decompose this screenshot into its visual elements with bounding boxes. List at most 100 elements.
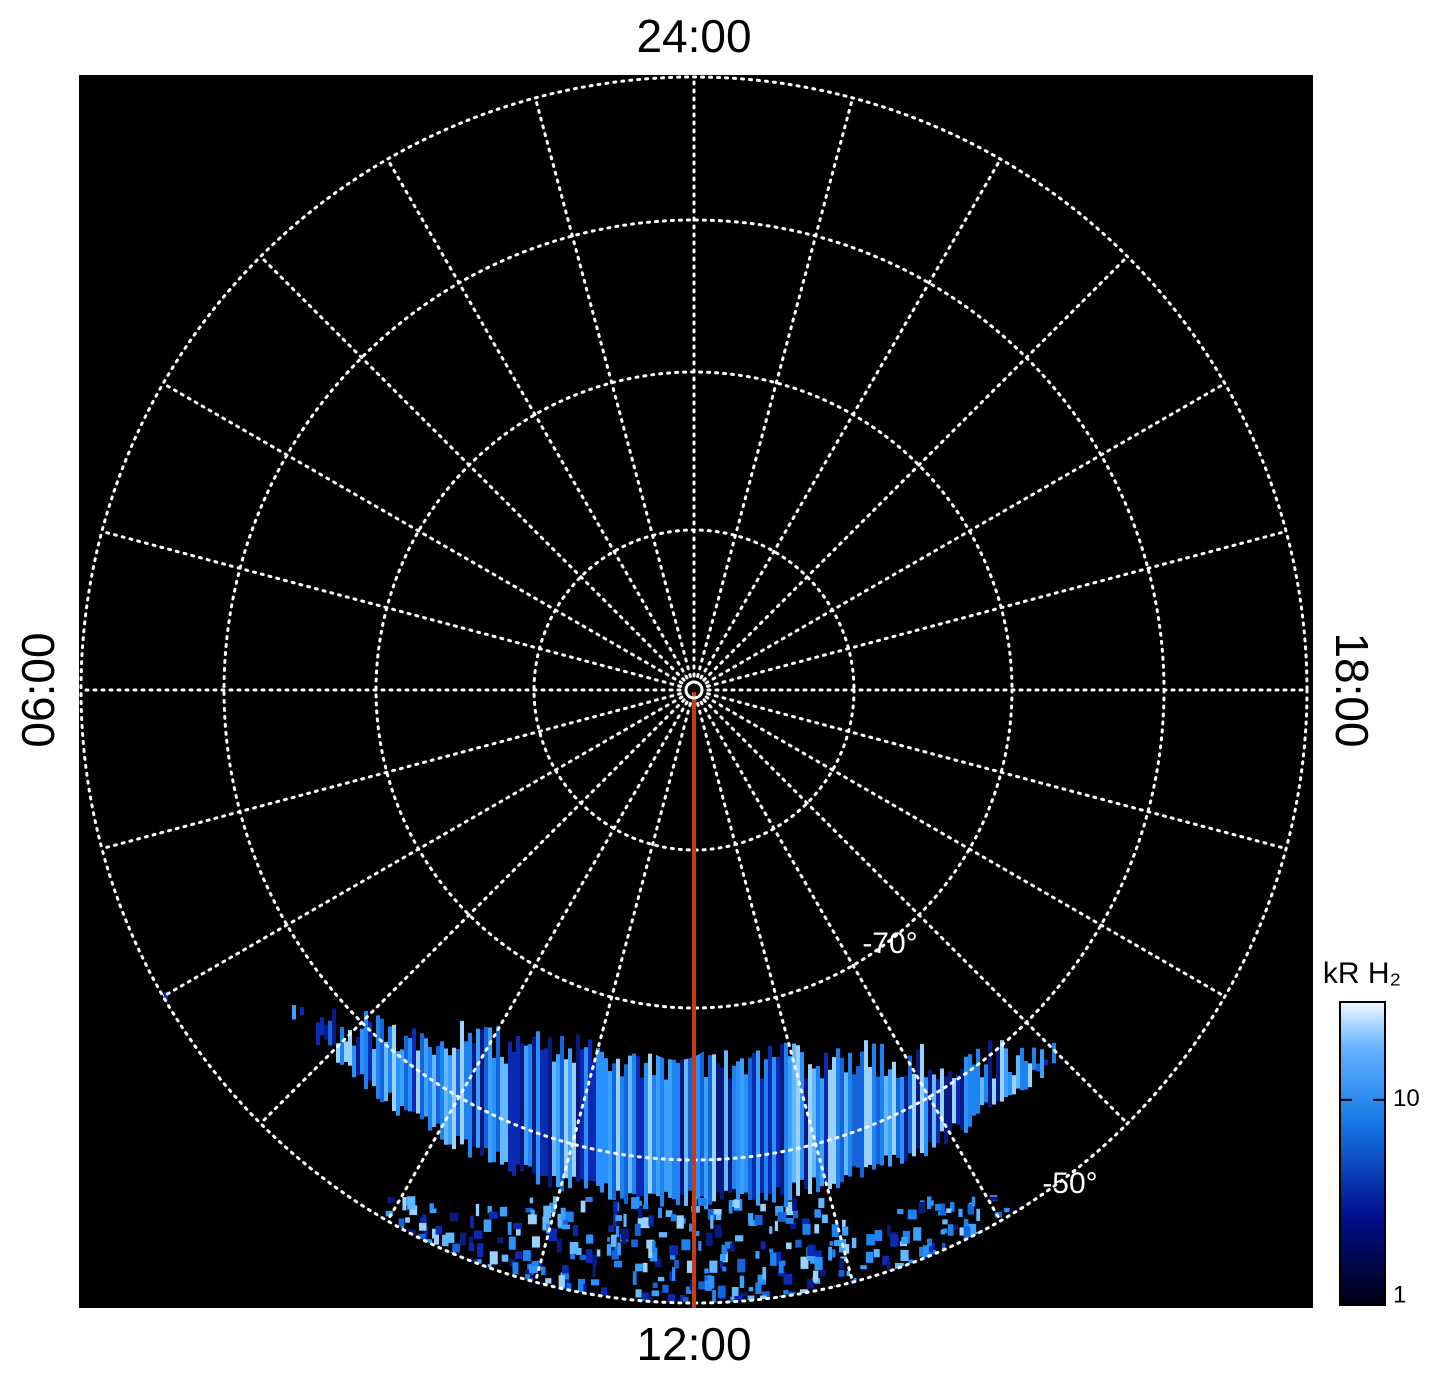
aurora-strip	[1032, 1047, 1036, 1070]
aurora-speck	[487, 1205, 492, 1214]
aurora-speck	[468, 1236, 474, 1245]
aurora-strip	[644, 1062, 648, 1207]
aurora-speck	[821, 1214, 828, 1223]
pole-marker	[684, 680, 704, 700]
aurora-speck	[409, 1205, 418, 1216]
aurora-strip	[524, 1045, 528, 1165]
aurora-speck	[606, 1244, 612, 1256]
aurora-speck	[887, 1224, 891, 1237]
aurora-speck	[686, 1260, 695, 1273]
aurora-strip	[832, 1057, 836, 1184]
aurora-speck	[419, 1217, 427, 1227]
local-time-meridian	[706, 529, 1288, 688]
aurora-strip	[1016, 1055, 1020, 1089]
aurora-strip	[836, 1048, 840, 1189]
aurora-strip	[668, 1046, 672, 1198]
aurora-strip	[516, 1035, 520, 1165]
aurora-strip	[488, 1027, 492, 1163]
aurora-speck	[648, 1215, 654, 1227]
aurora-speck	[959, 1227, 966, 1236]
aurora-strip	[1000, 1040, 1004, 1102]
aurora-speck	[565, 1211, 574, 1223]
aurora-speck	[534, 1260, 544, 1271]
aurora-speck	[724, 1241, 733, 1249]
aurora-gap	[632, 970, 722, 1060]
aurora-speck	[748, 1287, 754, 1292]
aurora-strip	[700, 1046, 704, 1197]
aurora-speck	[967, 1203, 975, 1215]
aurora-speck	[728, 1200, 733, 1214]
aurora-speck	[641, 1217, 650, 1229]
aurora-speck	[581, 1307, 587, 1315]
aurora-speck	[548, 1228, 557, 1242]
aurora-strip	[1052, 1042, 1056, 1064]
aurora-strip	[444, 1048, 448, 1145]
aurora-speck	[657, 1207, 662, 1219]
aurora-speck	[755, 1282, 762, 1295]
local-time-meridian	[386, 700, 689, 1223]
aurora-speck	[611, 1234, 617, 1247]
aurora-speck	[913, 1227, 922, 1241]
aurora-speck	[757, 1274, 766, 1285]
aurora-speck	[601, 1287, 607, 1296]
aurora-speck	[860, 1265, 867, 1270]
aurora-strip	[520, 1043, 524, 1172]
aurora-speck	[839, 1258, 845, 1269]
aurora-strip	[380, 1018, 384, 1103]
aurora-strip	[480, 1029, 484, 1156]
aurora-speck	[552, 1196, 557, 1209]
aurora-speck	[958, 1309, 966, 1322]
colorbar-tick-label: 10	[1393, 1085, 1420, 1112]
aurora-strip	[324, 1024, 328, 1040]
aurora-speck	[525, 1207, 533, 1213]
aurora-speck	[834, 1240, 840, 1247]
aurora-strip	[588, 1039, 592, 1181]
aurora-strip	[748, 1057, 752, 1201]
aurora-speck	[927, 1238, 932, 1247]
aurora-speck	[828, 1246, 833, 1261]
aurora-speck	[814, 1256, 823, 1271]
aurora-speck	[685, 1286, 692, 1294]
aurora-speck	[734, 1295, 743, 1303]
aurora-strip	[648, 1053, 652, 1194]
aurora-strip	[528, 1044, 532, 1167]
aurora-speck	[897, 1208, 904, 1215]
aurora-speck	[435, 1225, 443, 1235]
aurora-speck	[901, 1236, 908, 1245]
aurora-speck	[615, 1215, 623, 1222]
local-time-meridian	[161, 382, 684, 685]
local-time-meridian	[696, 702, 855, 1284]
aurora-speck	[641, 1292, 649, 1302]
aurora-strip	[316, 1022, 320, 1046]
aurora-strip	[1028, 1063, 1032, 1088]
aurora-strip	[384, 1041, 388, 1102]
aurora-strip	[820, 1078, 824, 1187]
aurora-speck	[508, 1258, 516, 1267]
aurora-speck	[947, 1224, 954, 1236]
aurora-speck	[513, 1223, 522, 1230]
aurora-strip	[792, 1043, 796, 1183]
aurora-strip	[868, 1067, 872, 1165]
aurora-speck	[607, 1237, 611, 1242]
aurora-strip	[876, 1076, 880, 1165]
aurora-strip	[512, 1051, 516, 1176]
aurora-speck	[777, 1212, 787, 1222]
aurora-speck	[631, 1239, 638, 1248]
aurora-strip	[716, 1063, 720, 1193]
aurora-speck	[475, 1203, 480, 1217]
aurora-speck	[398, 1218, 405, 1226]
aurora-strip	[676, 1062, 680, 1205]
aurora-strip	[1008, 1072, 1012, 1096]
aurora-speck	[452, 1243, 460, 1253]
aurora-speck	[689, 1223, 693, 1232]
aurora-speck	[954, 1224, 959, 1230]
colorbar-ticks: 1 10	[1340, 1085, 1420, 1308]
aurora-speck	[542, 1216, 550, 1231]
aurora-strip	[756, 1050, 760, 1206]
aurora-strip	[576, 1034, 580, 1182]
aurora-strip	[708, 1055, 712, 1205]
aurora-strip	[352, 1045, 356, 1078]
aurora-strip	[496, 1025, 500, 1152]
aurora-speck	[913, 1307, 916, 1318]
aurora-speck	[802, 1224, 811, 1235]
